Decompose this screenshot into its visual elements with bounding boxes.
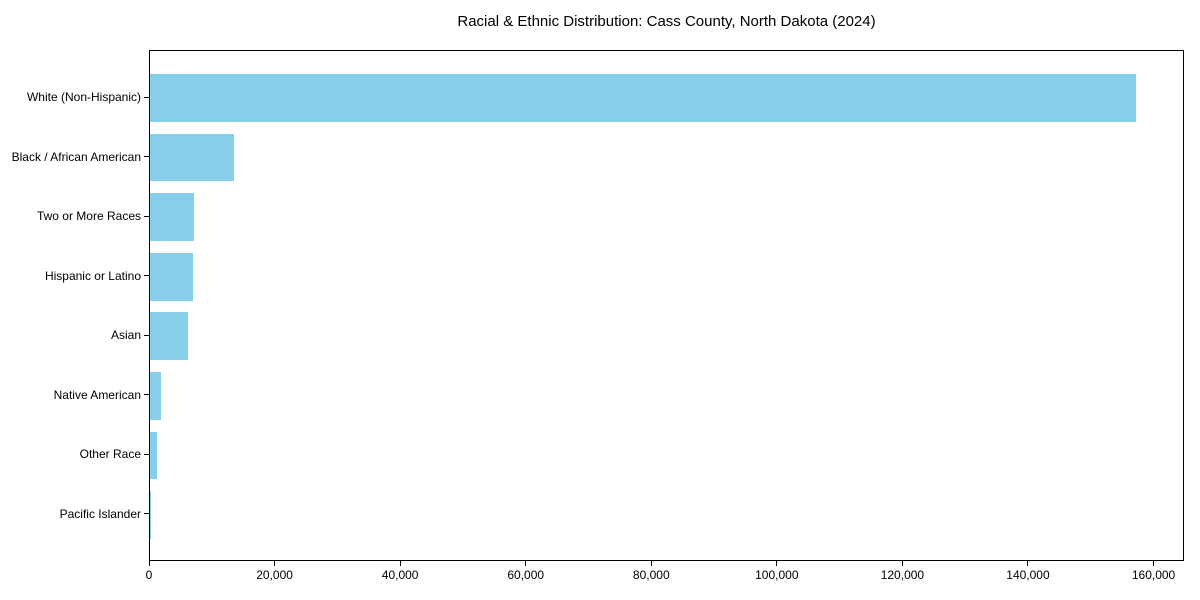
bar-native-american [150, 372, 162, 420]
bar-asian [150, 312, 188, 361]
y-tick-mark [144, 156, 149, 158]
x-tick-label: 100,000 [755, 568, 799, 582]
y-tick-mark [144, 96, 149, 98]
y-tick-label: Native American [53, 387, 141, 402]
y-tick-label: Asian [110, 328, 141, 343]
y-tick-mark [144, 215, 149, 217]
x-tick-mark [1027, 561, 1029, 566]
x-tick-mark [1153, 561, 1155, 566]
y-tick-label: Pacific Islander [59, 506, 141, 521]
y-tick-mark [144, 513, 149, 515]
x-tick-mark [525, 561, 527, 566]
x-tick-label: 80,000 [632, 568, 670, 582]
y-tick-mark [144, 394, 149, 396]
x-tick-label: 40,000 [381, 568, 419, 582]
plot-area [149, 50, 1184, 561]
y-tick-label: Two or More Races [36, 209, 141, 224]
bar-white-non-hispanic [150, 74, 1136, 122]
y-tick-label: White (Non-Hispanic) [26, 90, 141, 105]
x-tick-mark [399, 561, 401, 566]
y-tick-mark [144, 334, 149, 336]
x-tick-mark [650, 561, 652, 566]
y-tick-label: Hispanic or Latino [44, 268, 141, 283]
x-tick-label: 120,000 [880, 568, 925, 582]
y-tick-label: Other Race [79, 447, 141, 462]
x-tick-mark [148, 561, 150, 566]
x-tick-label: 140,000 [1006, 568, 1050, 582]
bar-pacific-islander [150, 491, 151, 539]
bar-other-race [150, 431, 157, 480]
bar-two-or-more-races [150, 193, 194, 241]
x-tick-label: 60,000 [507, 568, 545, 582]
y-tick-label: Black / African American [11, 149, 141, 164]
x-tick-mark [901, 561, 903, 566]
x-tick-label: 160,000 [1131, 568, 1176, 582]
x-tick-mark [776, 561, 778, 566]
bar-hispanic-or-latino [150, 252, 193, 301]
x-tick-label: 0 [145, 568, 153, 582]
x-tick-label: 20,000 [256, 568, 293, 582]
y-tick-mark [144, 453, 149, 455]
bar-black-african-american [150, 133, 234, 182]
x-tick-mark [274, 561, 276, 566]
chart-title: Racial & Ethnic Distribution: Cass Count… [457, 13, 876, 30]
y-tick-mark [144, 275, 149, 277]
